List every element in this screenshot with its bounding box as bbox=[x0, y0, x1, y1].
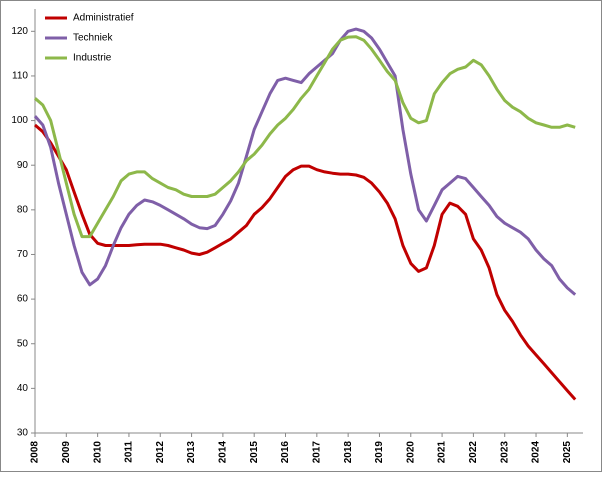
x-tick-label: 2022 bbox=[468, 441, 479, 464]
y-tick-label: 110 bbox=[12, 71, 28, 82]
x-tick-label: 2011 bbox=[124, 441, 135, 463]
series-line bbox=[34, 123, 577, 401]
x-tick-label: 2020 bbox=[405, 441, 416, 464]
legend-label: Administratief bbox=[73, 13, 134, 24]
y-tick-label: 30 bbox=[17, 428, 29, 439]
y-tick-label: 80 bbox=[17, 204, 29, 215]
y-tick-label: 90 bbox=[17, 160, 29, 171]
x-tick-label: 2012 bbox=[155, 441, 166, 464]
x-tick-label: 2025 bbox=[562, 441, 573, 464]
x-tick-label: 2021 bbox=[437, 441, 448, 464]
x-tick-label: 2014 bbox=[218, 441, 229, 464]
x-tick-label: 2018 bbox=[343, 441, 354, 464]
y-tick-label: 100 bbox=[11, 115, 28, 126]
series-line bbox=[33, 27, 577, 296]
x-tick-label: 2008 bbox=[30, 441, 41, 464]
legend-label: Techniek bbox=[73, 33, 113, 44]
x-tick-label: 2016 bbox=[280, 441, 291, 464]
x-tick-label: 2009 bbox=[61, 441, 72, 464]
x-tick-label: 2013 bbox=[186, 441, 197, 464]
x-tick-label: 2015 bbox=[249, 441, 260, 464]
legend-label: Industrie bbox=[73, 53, 112, 64]
y-tick-label: 40 bbox=[17, 383, 29, 394]
x-tick-label: 2019 bbox=[374, 441, 385, 464]
x-tick-label: 2017 bbox=[311, 441, 322, 464]
series-line bbox=[34, 35, 576, 239]
x-tick-label: 2024 bbox=[531, 441, 542, 464]
y-tick-label: 120 bbox=[11, 26, 28, 37]
x-tick-label: 2010 bbox=[92, 441, 103, 464]
y-tick-label: 60 bbox=[17, 294, 29, 305]
y-tick-label: 70 bbox=[17, 249, 29, 260]
x-tick-label: 2023 bbox=[499, 441, 510, 464]
y-tick-label: 50 bbox=[17, 338, 29, 349]
